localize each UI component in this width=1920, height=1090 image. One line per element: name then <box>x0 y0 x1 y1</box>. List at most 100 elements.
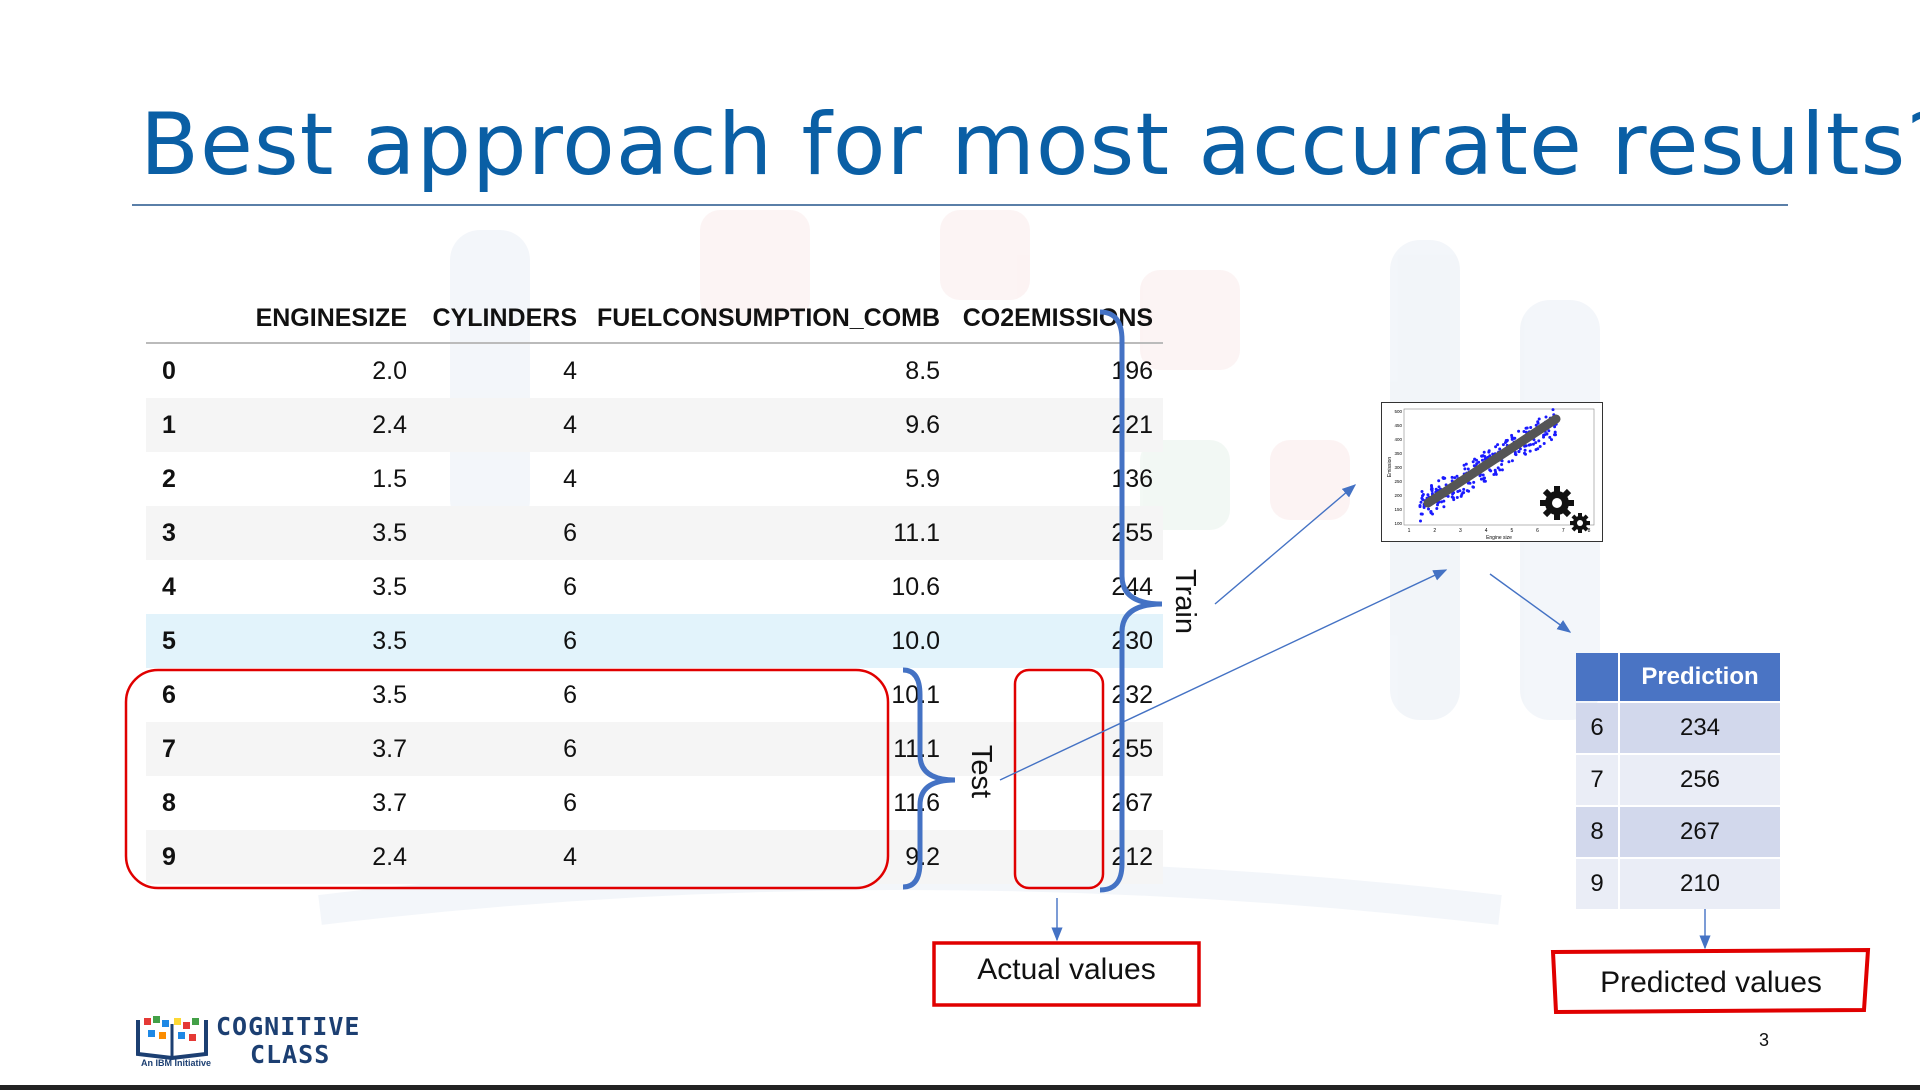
plot-x-axis-label: Engine size <box>1486 535 1512 541</box>
plot-point <box>1419 500 1423 504</box>
model-plot: 1 2 3 4 5 6 7 8 100 150 200 250 300 350 400 450 500 Eng… <box>1381 402 1603 542</box>
plot-x-tick-labels: 1 2 3 4 5 6 7 8 <box>1408 528 1591 534</box>
plot-x-tick-label: 4 <box>1485 528 1488 534</box>
prediction-row-index: 7 <box>1576 755 1618 805</box>
plot-point <box>1480 454 1484 458</box>
cylinders-cell: 4 <box>563 356 577 385</box>
train-bracket <box>1099 309 1163 893</box>
plot-point <box>1537 439 1541 443</box>
plot-point <box>1531 442 1535 446</box>
cylinders-cell: 4 <box>563 464 577 493</box>
plot-point <box>1522 430 1526 433</box>
enginesize-cell: 1.5 <box>372 464 407 493</box>
plot-point <box>1420 512 1424 516</box>
prediction-index-header <box>1576 653 1618 701</box>
plot-point <box>1496 443 1500 447</box>
plot-point <box>1429 487 1433 491</box>
plot-point <box>1542 433 1546 437</box>
fuelconsumption-cell: 10.1 <box>891 680 941 709</box>
plot-point <box>1529 426 1533 429</box>
prediction-row-index: 6 <box>1576 703 1618 753</box>
enginesize-cell: 2.0 <box>372 356 407 385</box>
plot-y-tick-label: 150 <box>1394 507 1402 512</box>
plot-point <box>1550 438 1553 442</box>
cylinders-cell: 4 <box>417 830 587 884</box>
plot-point <box>1420 490 1424 493</box>
plot-point <box>1483 476 1486 480</box>
plot-point <box>1545 432 1549 436</box>
plot-point <box>1452 498 1456 502</box>
plot-point <box>1494 472 1498 476</box>
plot-point <box>1435 507 1439 510</box>
row-index: 4 <box>162 572 176 601</box>
plot-point <box>1542 442 1546 445</box>
plot-y-tick-label: 300 <box>1394 465 1402 470</box>
plot-point <box>1455 474 1459 478</box>
row-index: 3 <box>146 506 202 560</box>
plot-point <box>1483 455 1487 458</box>
logo-wordmark: COGNITIVE CLASS <box>216 1013 360 1069</box>
plot-point <box>1500 468 1504 472</box>
prediction-table: Prediction 6 234 7 256 8 267 9 210 <box>1574 651 1782 911</box>
plot-y-tick-label: 400 <box>1394 437 1402 442</box>
plot-point <box>1477 460 1481 464</box>
plot-point <box>1437 485 1441 489</box>
plot-point <box>1440 500 1443 504</box>
plot-point <box>1554 433 1557 437</box>
plot-point <box>1487 450 1491 454</box>
enginesize-cell: 3.7 <box>202 722 417 776</box>
row-index: 0 <box>162 356 176 385</box>
plot-y-tick-label: 200 <box>1394 493 1402 498</box>
table-row: 5 3.5 6 10.0 230 <box>146 614 1164 668</box>
fuelconsumption-cell: 10.6 <box>891 572 941 601</box>
fuelconsumption-cell: 9.2 <box>587 830 951 884</box>
plot-point <box>1427 507 1430 511</box>
plot-point <box>1446 494 1450 498</box>
plot-y-tick-labels: 100 150 200 250 300 350 400 450 500 <box>1394 409 1402 526</box>
plot-point <box>1528 449 1532 453</box>
column-header-co2emissions: CO2EMISSIONS <box>950 294 1164 344</box>
plot-point <box>1517 450 1521 453</box>
plot-x-tick-label: 3 <box>1459 528 1462 534</box>
dataset-table: ENGINESIZE CYLINDERS FUELCONSUMPTION_COM… <box>146 294 1164 884</box>
table-header-row: ENGINESIZE CYLINDERS FUELCONSUMPTION_COM… <box>146 294 1164 344</box>
plot-point <box>1513 452 1517 456</box>
cylinders-cell: 4 <box>417 398 587 452</box>
table-row: 1 2.4 4 9.6 221 <box>146 398 1164 452</box>
cylinders-cell: 6 <box>417 506 587 560</box>
co2emissions-cell: 221 <box>950 398 1164 452</box>
plot-point <box>1426 493 1430 497</box>
plot-point <box>1419 519 1422 523</box>
plot-point <box>1534 448 1538 452</box>
fuelconsumption-cell: 10.0 <box>587 614 951 668</box>
plot-y-axis-label: Emission <box>1387 457 1393 478</box>
plot-point <box>1442 505 1446 509</box>
model-to-prediction-arrow <box>1489 573 1572 633</box>
cylinders-cell: 6 <box>417 614 587 668</box>
plot-point <box>1456 490 1460 493</box>
prediction-row: 8 267 <box>1576 807 1780 857</box>
plot-x-tick-label: 7 <box>1562 528 1565 534</box>
prediction-value: 234 <box>1620 703 1780 753</box>
plot-point <box>1462 491 1466 495</box>
table-row: 2 1.5 4 5.9 136 <box>146 452 1163 506</box>
plot-point <box>1510 437 1514 441</box>
plot-y-tick-label: 250 <box>1394 479 1402 484</box>
column-header-cylinders: CYLINDERS <box>417 294 587 344</box>
plot-point <box>1510 433 1514 437</box>
plot-y-tick-label: 350 <box>1394 451 1402 456</box>
plot-point <box>1418 504 1422 507</box>
plot-point <box>1500 463 1504 466</box>
enginesize-cell: 3.7 <box>372 788 407 817</box>
test-bracket <box>902 667 956 890</box>
test-to-model-arrow <box>999 569 1448 781</box>
gear-icon-small <box>1570 513 1590 533</box>
cognitive-class-logo-icon <box>136 1016 208 1060</box>
plot-point <box>1536 420 1540 424</box>
prediction-column-header: Prediction <box>1620 653 1780 701</box>
plot-point <box>1478 474 1482 478</box>
actual-values-column-box <box>1013 668 1105 890</box>
plot-y-tick-label: 500 <box>1394 409 1402 414</box>
column-header-fuelconsumption: FUELCONSUMPTION_COMB <box>587 294 951 344</box>
